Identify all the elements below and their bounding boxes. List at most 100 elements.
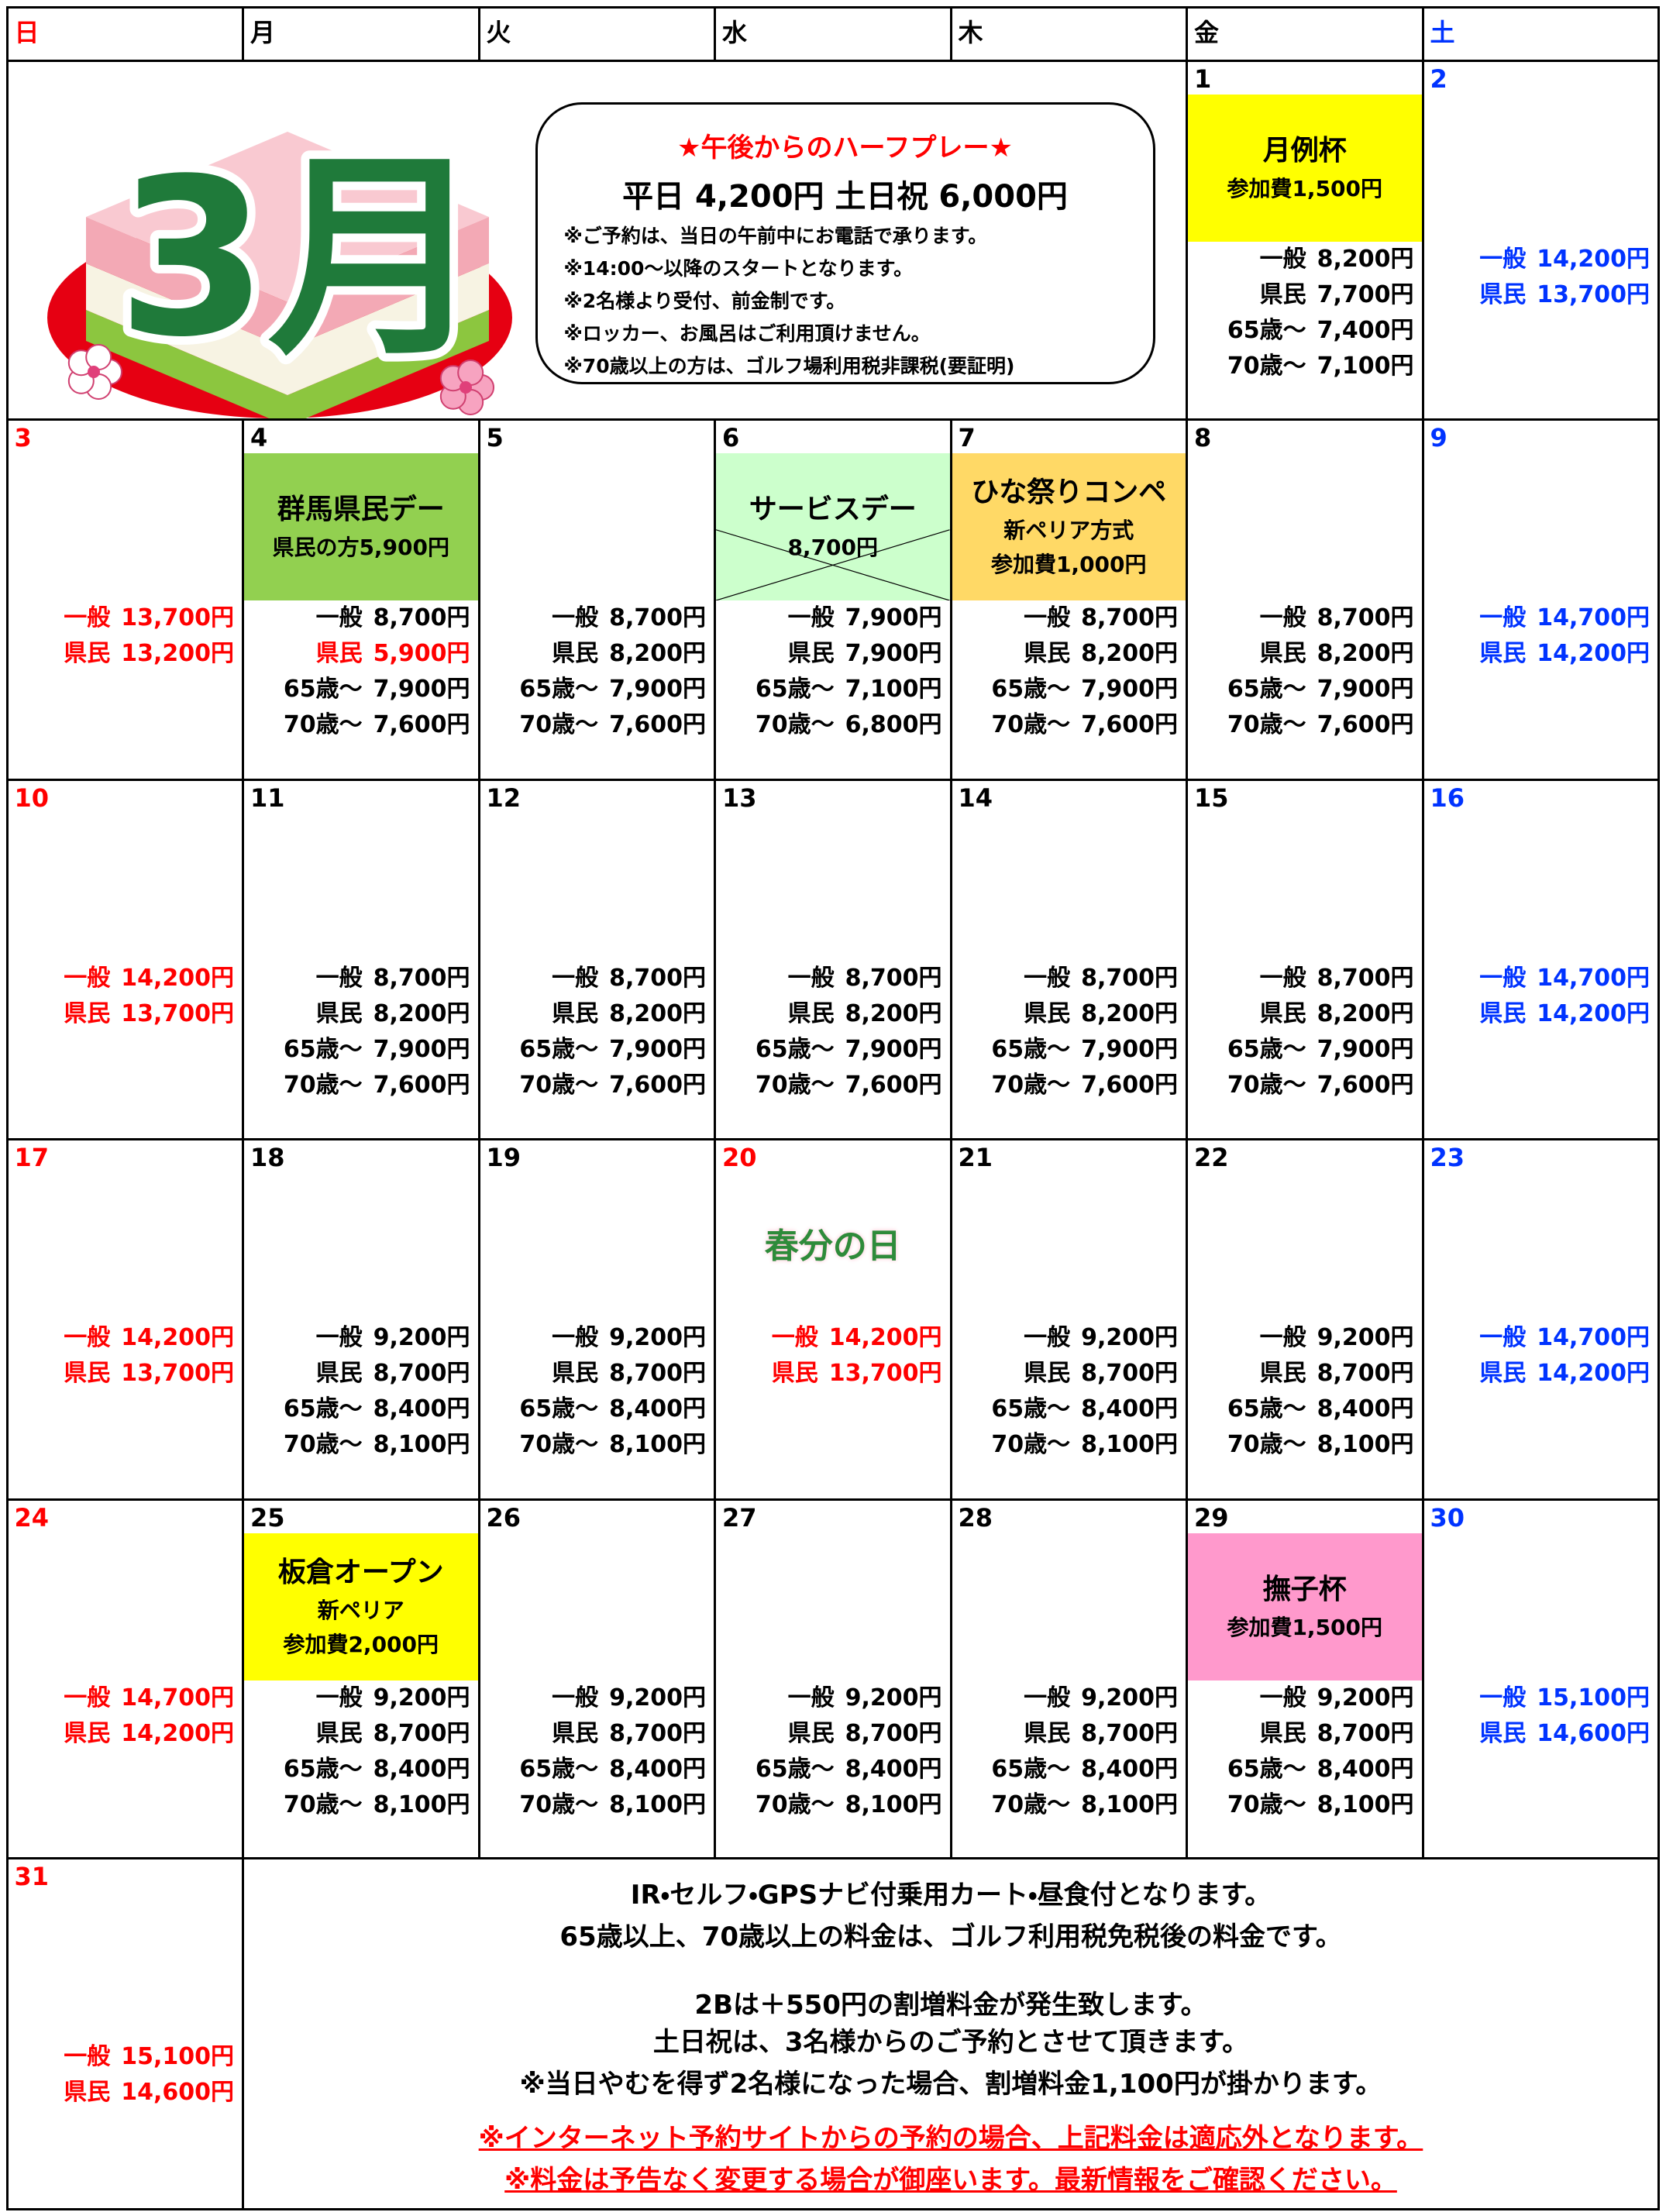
notice-price: 平日 4,200円 土日祝 6,000円 [622,178,1068,215]
day-number: 18 [250,1142,285,1172]
price-line: 県民 8,700円 [284,1716,470,1752]
price-line: 65歳～ 7,900円 [991,1032,1178,1068]
price-line: 県民 8,200円 [1227,996,1414,1032]
price-label: 県民 [1479,280,1527,308]
price-line: 65歳～ 7,900円 [519,1032,706,1068]
price-value: 8,100円 [1081,1791,1178,1818]
price-line: 県民 8,700円 [991,1716,1178,1752]
weekday-header: 日 [5,5,244,62]
price-line: 一般 14,200円 [772,1320,942,1356]
price-label: 65歳～ [1227,675,1306,703]
banner: 3月 ★午後からのハーフプレー★ 平日 4,200円 土日祝 6,000円 ※ご予約は… [5,59,1188,426]
price-label: 70歳～ [519,1071,599,1099]
day-cell: 5 一般 8,700円 県民 8,200円 65歳～ 7,900円 70歳～ 7,600円 [477,418,716,781]
footer-notes: IR・セルフ・GPSナビ付乗用カート・昼食付となります。 65歳以上、70歳以上の… [242,1856,1660,2210]
price-label: 一般 [1259,1323,1306,1351]
price-label: 県民 [1024,999,1071,1027]
price-value: 7,900円 [609,1035,706,1063]
price-value: 8,700円 [1317,604,1414,631]
weekday-header: 木 [949,5,1188,62]
price-label: 一般 [1479,1684,1527,1711]
event-box: 撫子杯 参加費1,500円 [1188,1533,1422,1681]
price-list: 一般 8,700円 県民 8,200円 65歳～ 7,900円 70歳～ 7,600円 [991,961,1178,1103]
price-label: 一般 [315,964,363,992]
price-value: 6,800円 [845,710,942,738]
price-label: 一般 [1259,245,1306,273]
price-line: 一般 9,200円 [284,1320,470,1356]
price-value: 7,900円 [845,1035,942,1063]
price-value: 8,700円 [1317,1719,1414,1747]
price-label: 70歳～ [1227,1430,1306,1458]
price-list: 一般 9,200円 県民 8,700円 65歳～ 8,400円 70歳～ 8,100円 [1227,1320,1414,1463]
price-line: 65歳～ 8,400円 [991,1392,1178,1427]
price-label: 70歳～ [283,1791,363,1818]
price-label: 県民 [64,1719,111,1747]
price-line: 70歳～ 7,600円 [756,1068,942,1103]
price-list: 一般 15,100円 県民 14,600円 [1479,1681,1650,1752]
price-value: 8,700円 [1081,604,1178,631]
day-cell: 26 一般 9,200円 県民 8,700円 65歳～ 8,400円 70歳～ 8,100円 [477,1498,716,1859]
day-number: 4 [250,422,268,452]
price-line: 一般 8,700円 [519,961,706,996]
price-value: 8,400円 [1081,1395,1178,1422]
price-line: 県民 13,700円 [1479,277,1650,313]
price-value: 8,400円 [1317,1755,1414,1783]
footer-warning: ※料金は予告なく変更する場合が御座います。最新情報をご確認ください。 [504,2164,1397,2196]
price-line: 70歳～ 7,600円 [991,707,1178,743]
price-line: 70歳～ 8,100円 [756,1787,942,1823]
price-value: 9,200円 [1081,1684,1178,1711]
price-line: 65歳～ 7,900円 [1227,672,1414,707]
price-label: 一般 [1479,964,1527,992]
event-text: 参加費1,500円 [1227,175,1383,201]
price-label: 県民 [315,999,363,1027]
price-label: 県民 [315,639,363,667]
price-line: 県民 14,600円 [64,2075,234,2111]
price-label: 一般 [552,1684,599,1711]
price-line: 県民 8,200円 [519,636,706,672]
price-label: 65歳～ [519,1035,599,1063]
price-value: 8,700円 [609,1359,706,1387]
price-value: 7,900円 [1081,1035,1178,1063]
price-line: 一般 9,200円 [991,1681,1178,1716]
price-value: 7,900円 [1317,1035,1414,1063]
price-label: 70歳～ [755,1791,835,1818]
price-list: 一般 8,700円 県民 8,200円 65歳～ 7,900円 70歳～ 7,600円 [519,600,706,743]
price-value: 9,200円 [1317,1323,1414,1351]
price-line: 70歳～ 8,100円 [1227,1427,1414,1463]
price-value: 7,700円 [1317,280,1414,308]
price-value: 8,200円 [1317,245,1414,273]
price-list: 一般 9,200円 県民 8,700円 65歳～ 8,400円 70歳～ 8,100円 [284,1681,470,1823]
price-value: 8,700円 [845,1719,942,1747]
price-label: 70歳～ [1227,1791,1306,1818]
price-label: 一般 [552,1323,599,1351]
price-label: 一般 [64,1323,111,1351]
price-line: 一般 15,100円 [1479,1681,1650,1716]
day-cell: 19 一般 9,200円 県民 8,700円 65歳～ 8,400円 70歳～ 8,100円 [477,1137,716,1501]
price-label: 65歳～ [283,1035,363,1063]
price-label: 65歳～ [283,675,363,703]
price-value: 8,100円 [373,1791,470,1818]
price-line: 県民 14,200円 [1479,1356,1650,1392]
price-value: 7,900円 [1317,675,1414,703]
notice-note: ※ロッカー、お風呂はご利用頂けません。 [563,322,931,345]
day-number: 21 [958,1142,993,1172]
day-cell: 18 一般 9,200円 県民 8,700円 65歳～ 8,400円 70歳～ 8,100円 [242,1137,480,1501]
price-value: 8,100円 [845,1791,942,1818]
price-label: 65歳～ [991,675,1071,703]
price-list: 一般 7,900円 県民 7,900円 65歳～ 7,100円 70歳～ 6,800円 [756,600,942,743]
day-number: 23 [1430,1142,1465,1172]
price-label: 一般 [1479,1323,1527,1351]
day-cell: 24 一般 14,700円 県民 14,200円 [5,1498,244,1859]
notice-note: ※ご予約は、当日の午前中にお電話で承ります。 [563,224,988,247]
price-line: 県民 14,200円 [1479,636,1650,672]
day-number: 25 [250,1502,285,1533]
cross-line [716,529,950,600]
price-value: 9,200円 [373,1684,470,1711]
price-list: 一般 14,200円 県民 13,700円 [64,1320,234,1392]
price-label: 70歳～ [991,1071,1071,1099]
day-number: 20 [722,1142,757,1172]
price-value: 9,200円 [845,1684,942,1711]
day-cell: 11 一般 8,700円 県民 8,200円 65歳～ 7,900円 70歳～ 7,600円 [242,778,480,1140]
price-line: 一般 8,700円 [756,961,942,996]
